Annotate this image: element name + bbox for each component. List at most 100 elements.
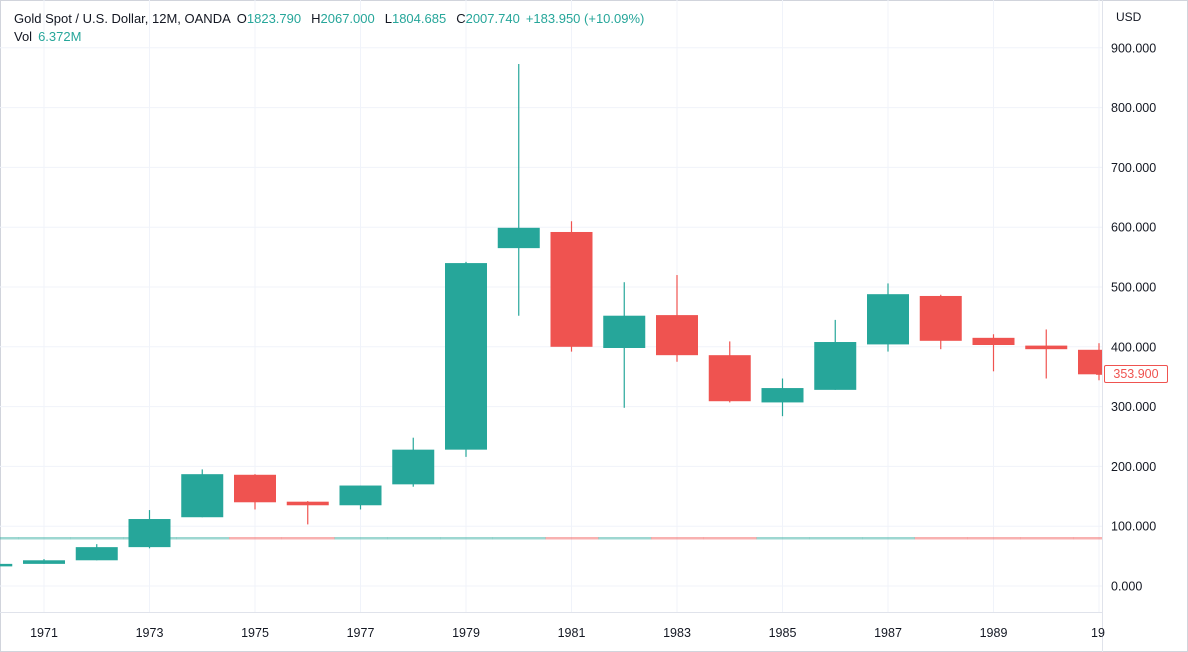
candle[interactable] [445,261,487,457]
time-tick-label: 1981 [558,626,586,640]
price-tick-label: 300.000 [1111,400,1156,414]
volume-bar [0,537,19,540]
candle-body [497,227,540,249]
close-label: C [456,11,466,26]
candle[interactable] [656,275,698,362]
candle-body [656,315,698,356]
volume-bar [18,537,71,540]
volume-bar [1020,537,1074,540]
candle-body [286,501,329,506]
candle[interactable] [867,283,909,352]
candle[interactable] [0,563,13,567]
candle[interactable] [181,469,224,518]
time-tick-label: 1979 [452,626,480,640]
candle[interactable] [497,63,540,316]
candle[interactable] [603,282,646,408]
price-tick-label: 900.000 [1111,41,1156,55]
candle-body [392,449,435,485]
volume-bar [651,537,704,540]
candle-body [603,315,646,348]
time-tick-label: 19 [1091,626,1105,640]
time-tick-label: 1971 [30,626,58,640]
ohlc-row: Gold Spot / U.S. Dollar, 12M, OANDA O 18… [14,10,644,28]
volume-row: Vol 6.372M [14,28,644,46]
volume-bar [440,537,493,540]
candle[interactable] [128,510,171,549]
last-price-label: 353.900 [1104,365,1168,384]
time-tick-label: 1985 [769,626,797,640]
volume-bar [598,537,652,540]
candle-body [1078,349,1102,375]
candle-body [181,474,224,518]
price-tick-label: 400.000 [1111,340,1156,354]
high-value: 2067.000 [320,11,375,26]
close-value: 2007.740 [465,11,520,26]
candle-body [128,519,171,548]
low-value: 1804.685 [391,11,447,26]
volume-bar [914,537,968,540]
time-tick-label: 1989 [980,626,1008,640]
volume-label: Vol [14,29,33,44]
candle[interactable] [392,437,435,487]
volume-bar [492,537,546,540]
volume-bar [545,537,599,540]
open-value: 1823.790 [246,11,302,26]
candle[interactable] [339,485,382,510]
price-tick-label: 0.000 [1111,580,1142,594]
volume-bar [334,537,388,540]
candle-body [0,563,13,567]
candle[interactable] [919,294,962,350]
candle-body [445,263,487,450]
candle[interactable] [814,319,857,390]
candle[interactable] [761,378,804,417]
candle-body [1025,345,1068,350]
volume-bar [281,537,335,540]
price-tick-label: 800.000 [1111,101,1156,115]
candle-body [550,231,593,347]
price-tick-label: 700.000 [1111,161,1156,175]
change-value: +183.950 (+10.09%) [525,11,645,26]
time-axis[interactable]: 1971 1973 1975 1977 1979 1981 1983 1985 1987 1989… [30,626,1105,640]
candle-body [339,485,382,506]
candle-body [867,294,909,345]
candle[interactable] [1025,329,1068,379]
chart-legend: Gold Spot / U.S. Dollar, 12M, OANDA O 18… [14,10,644,46]
price-axis[interactable]: 0.000 100.000 200.000 300.000 400.000 500.000… [1111,41,1156,593]
time-tick-label: 1975 [241,626,269,640]
high-label: H [311,11,321,26]
candle-body [75,547,118,561]
candle[interactable] [550,221,593,352]
candle-body [814,342,857,390]
price-tick-label: 500.000 [1111,281,1156,295]
candle-body [234,474,276,503]
low-label: L [384,11,392,26]
volume-bar [862,537,915,540]
candle[interactable] [234,474,276,510]
time-tick-label: 1977 [347,626,375,640]
candle[interactable] [75,544,118,561]
volume-bar [967,537,1021,540]
candle-body [761,388,804,403]
candle[interactable] [708,341,751,403]
volume-bar [229,537,282,540]
candle[interactable] [1078,343,1120,381]
volume-bar [176,537,230,540]
volume-bar [70,537,124,540]
price-tick-label: 600.000 [1111,221,1156,235]
candle[interactable] [286,501,329,525]
candle-body [972,337,1015,346]
candles[interactable] [0,63,1120,567]
price-tick-label: 200.000 [1111,460,1156,474]
grid-lines [0,0,1103,652]
candle[interactable] [23,559,65,564]
volume-bar [1073,537,1102,540]
volume-bar [387,537,441,540]
candle[interactable] [972,334,1015,372]
candle-body [919,295,962,341]
volume-value: 6.372M [38,29,82,44]
time-tick-label: 1973 [136,626,164,640]
open-label: O [236,11,247,26]
volume-bar [703,537,757,540]
time-tick-label: 1987 [874,626,902,640]
